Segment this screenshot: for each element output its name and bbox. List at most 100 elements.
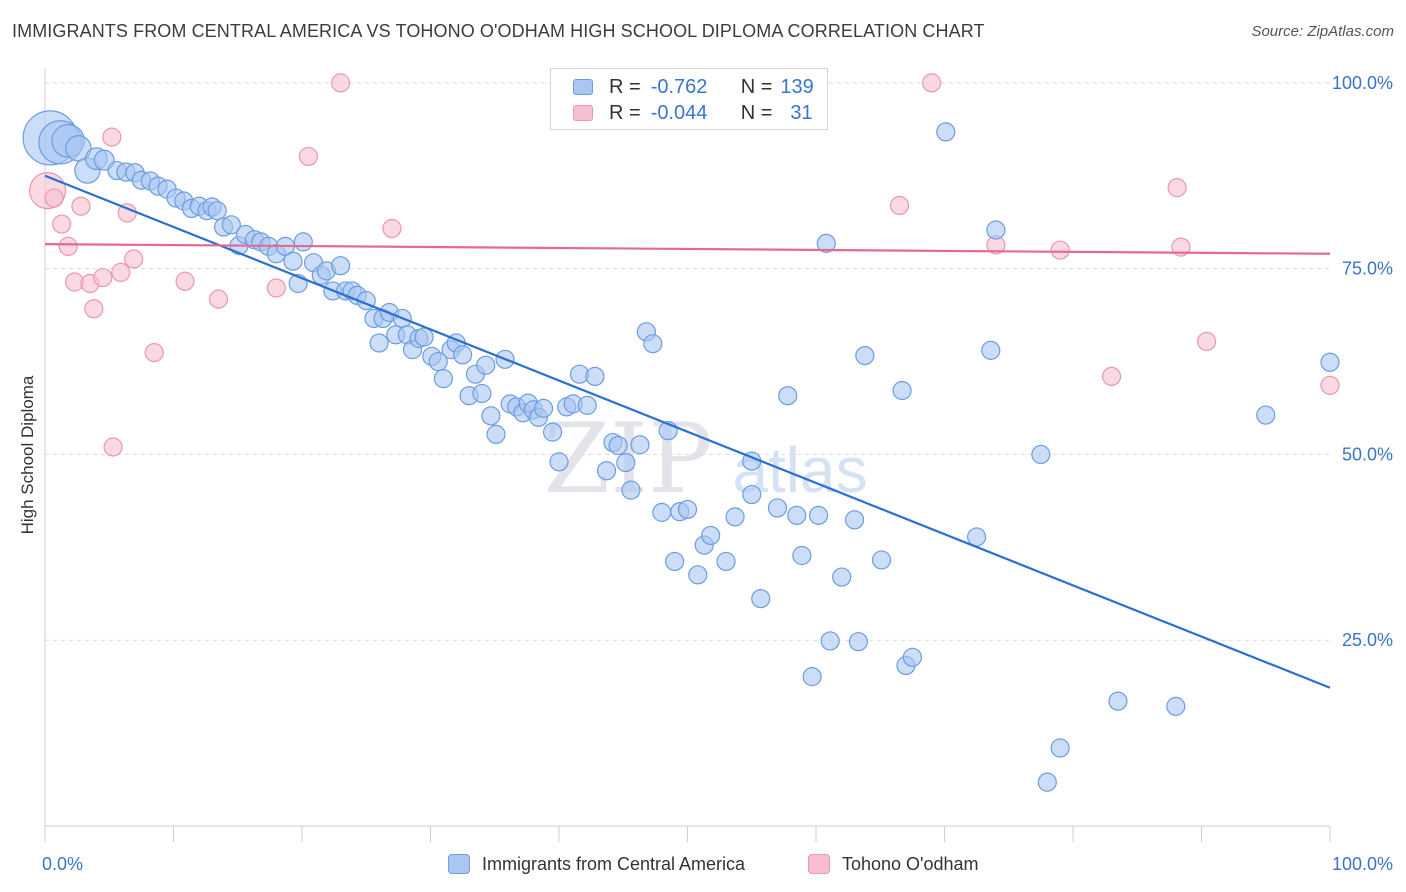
data-point-central-america [832,567,852,587]
data-point-central-america [207,201,227,221]
legend-row-tohono: R = -0.044 N = 31 [573,101,813,125]
data-point-central-america [283,251,303,271]
data-point-central-america [414,327,434,347]
x-tick-label-max: 100.0% [1332,854,1393,874]
data-point-tohono [84,299,104,319]
data-point-central-america [787,505,807,525]
data-point-tohono [144,343,164,363]
data-point-tohono [175,271,195,291]
data-point-central-america [716,551,736,572]
data-point-central-america [1031,444,1051,465]
data-point-tohono [44,188,64,208]
data-point-central-america [844,510,865,530]
data-point-central-america [596,461,617,481]
data-point-central-america [652,502,672,522]
legend-r-label: R = [609,101,641,124]
data-point-tohono [1050,240,1070,260]
trend-line-central-america [44,174,1331,689]
source-credit: Source: ZipAtlas.com [1251,23,1394,40]
data-point-central-america [902,647,922,667]
series-central-america-points [22,73,1340,792]
data-point-central-america [472,383,492,404]
data-point-central-america [688,565,708,585]
y-tick-label: 100.0% [1332,73,1393,93]
data-point-central-america [221,215,241,235]
data-point-tohono [124,249,144,269]
data-point-central-america [542,422,563,442]
x-tick-labels: 0.0% 100.0% [42,854,1393,874]
data-point-tohono [103,437,123,457]
data-point-central-america [1320,352,1340,372]
data-point-central-america [65,135,92,162]
data-point-tohono [1197,331,1217,352]
data-point-central-america [767,498,788,518]
data-point-central-america [1108,691,1128,711]
y-tick-label: 50.0% [1342,444,1393,464]
trend-line-tohono [44,243,1331,255]
legend-swatch-tohono [573,105,593,121]
data-point-central-america [1050,738,1070,758]
data-point-tohono [93,267,113,288]
data-point-central-america [1166,696,1186,716]
bottom-legend-label-central-america: Immigrants from Central America [482,853,746,874]
data-point-central-america [293,232,313,252]
data-point-central-america [1037,772,1057,792]
data-point-tohono [208,289,229,309]
data-point-central-america [577,395,597,415]
data-point-central-america [802,667,822,687]
data-point-central-america [986,220,1006,240]
data-point-central-america [643,334,663,354]
data-point-central-america [330,256,351,276]
data-point-central-america [453,345,473,365]
y-tick-label: 25.0% [1342,630,1393,650]
data-point-central-america [608,435,628,456]
data-point-central-america [778,386,798,406]
data-point-central-america [967,527,987,547]
data-point-central-america [725,507,745,527]
data-point-central-america [751,588,771,609]
correlation-legend: R = -0.762 N = 139 R = -0.044 N = 31 [550,68,828,130]
y-tick-labels: 25.0% 50.0% 75.0% 100.0% [1332,73,1393,650]
legend-r-value: -0.762 [650,75,708,98]
data-point-central-america [816,233,836,253]
data-point-tohono [298,146,319,167]
data-point-central-america [630,435,650,455]
gridlines [45,82,1330,641]
data-point-central-america [616,453,636,473]
data-point-tohono [1320,375,1340,395]
data-point-central-america [981,340,1001,360]
data-point-tohono [52,214,72,234]
data-point-central-america [792,545,812,566]
data-point-central-america [677,499,698,520]
data-point-tohono [58,236,78,256]
bottom-legend-swatch-tohono [808,854,830,874]
data-point-central-america [848,632,869,652]
data-point-tohono [1101,366,1122,387]
data-point-central-america [533,398,554,418]
data-point-central-america [701,525,721,546]
series-tohono-points [28,73,1340,457]
x-tick-label-min: 0.0% [42,854,83,874]
data-point-tohono [889,195,910,216]
data-point-central-america [585,366,605,387]
data-point-central-america [433,369,453,389]
data-point-tohono [330,73,351,93]
legend-row-central-america: R = -0.762 N = 139 [573,75,814,99]
data-point-central-america [486,424,506,444]
legend-n-value: 139 [780,75,814,98]
data-point-central-america [369,333,389,353]
data-point-tohono [922,73,942,93]
legend-n-label: N = [740,75,773,98]
data-point-central-america [871,550,892,570]
bottom-legend-central-america: Immigrants from Central America [448,852,745,876]
data-point-tohono [382,218,402,239]
bottom-legend-tohono: Tohono O'odham [808,852,979,876]
data-point-central-america [621,480,641,500]
data-point-central-america [808,505,829,525]
data-point-tohono [111,262,131,282]
data-point-tohono [102,127,122,147]
bottom-legend-swatch-central-america [448,854,470,874]
legend-r-label: R = [609,75,641,98]
watermark: ZIP atlas [543,403,867,515]
